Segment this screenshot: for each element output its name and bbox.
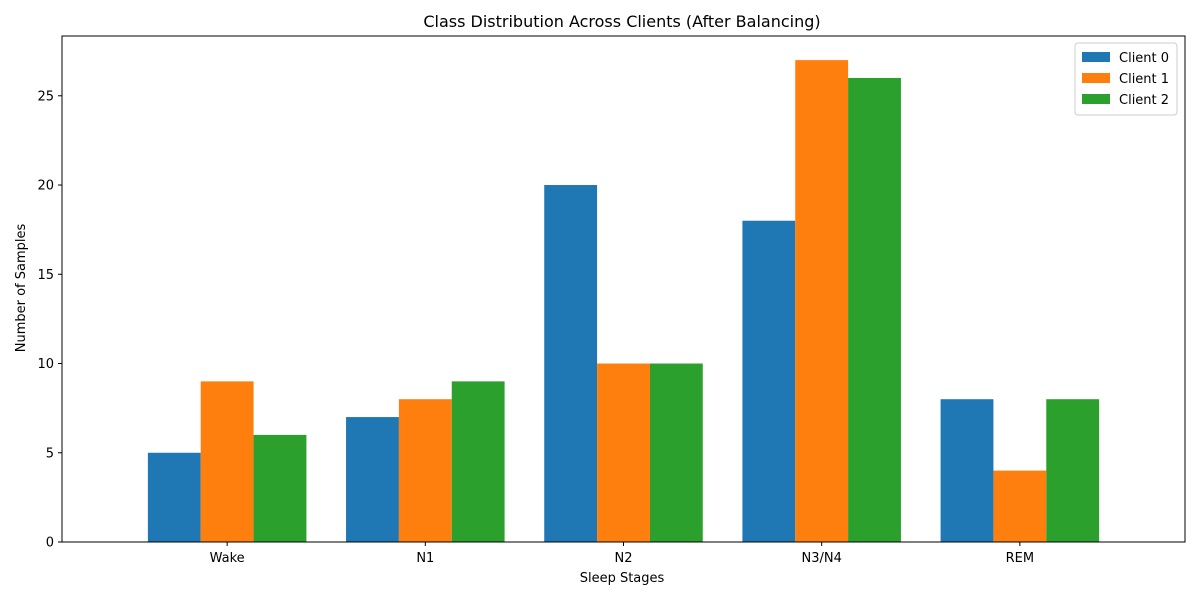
bar-client-2-rem	[1046, 399, 1100, 542]
legend-swatch-client-1	[1082, 73, 1110, 83]
bar-client-1-n1	[398, 399, 452, 542]
bar-client-0-n2	[544, 185, 598, 542]
bar-client-2-n3-n4	[848, 77, 901, 542]
bar-client-0-n1	[346, 417, 399, 542]
bar-client-2-n2	[649, 363, 703, 542]
y-tick-label: 0	[46, 536, 54, 551]
legend: Client 0 Client 1 Client 2	[1074, 42, 1178, 116]
bar-client-1-n2	[597, 363, 650, 542]
bar-client-2-wake	[253, 434, 307, 542]
bars-layer	[147, 60, 1100, 543]
legend-label: Client 0	[1119, 51, 1169, 66]
bar-client-0-n3-n4	[742, 220, 796, 543]
x-tick-label: N1	[416, 551, 434, 566]
y-tick-label: 5	[46, 446, 54, 461]
bar-client-1-rem	[993, 470, 1047, 542]
y-tick-label: 25	[37, 89, 54, 104]
x-tick-label: Wake	[210, 551, 245, 566]
bar-client-2-n1	[451, 381, 505, 542]
x-tick-label: REM	[1006, 551, 1034, 566]
y-tick-label: 20	[37, 179, 54, 194]
x-tick-label: N2	[615, 551, 633, 566]
y-tick-label: 15	[37, 268, 54, 283]
y-axis-label: Number of Samples	[14, 224, 29, 353]
x-axis-label: Sleep Stages	[580, 571, 665, 586]
legend-swatch-client-0	[1082, 52, 1110, 62]
axes-layer: 0 5 10 15 20 25 Wake N1 N2 N3/N4 REM	[37, 35, 1186, 566]
legend-label: Client 2	[1119, 93, 1169, 108]
bar-client-0-rem	[940, 399, 994, 542]
x-tick-label: N3/N4	[801, 551, 841, 566]
legend-swatch-client-2	[1082, 94, 1110, 104]
bar-client-0-wake	[147, 452, 201, 542]
bar-client-1-n3-n4	[795, 60, 849, 542]
bar-client-1-wake	[200, 381, 254, 542]
legend-label: Client 1	[1119, 72, 1169, 87]
y-tick-label: 10	[37, 357, 54, 372]
chart-title: Class Distribution Across Clients (After…	[423, 12, 820, 31]
